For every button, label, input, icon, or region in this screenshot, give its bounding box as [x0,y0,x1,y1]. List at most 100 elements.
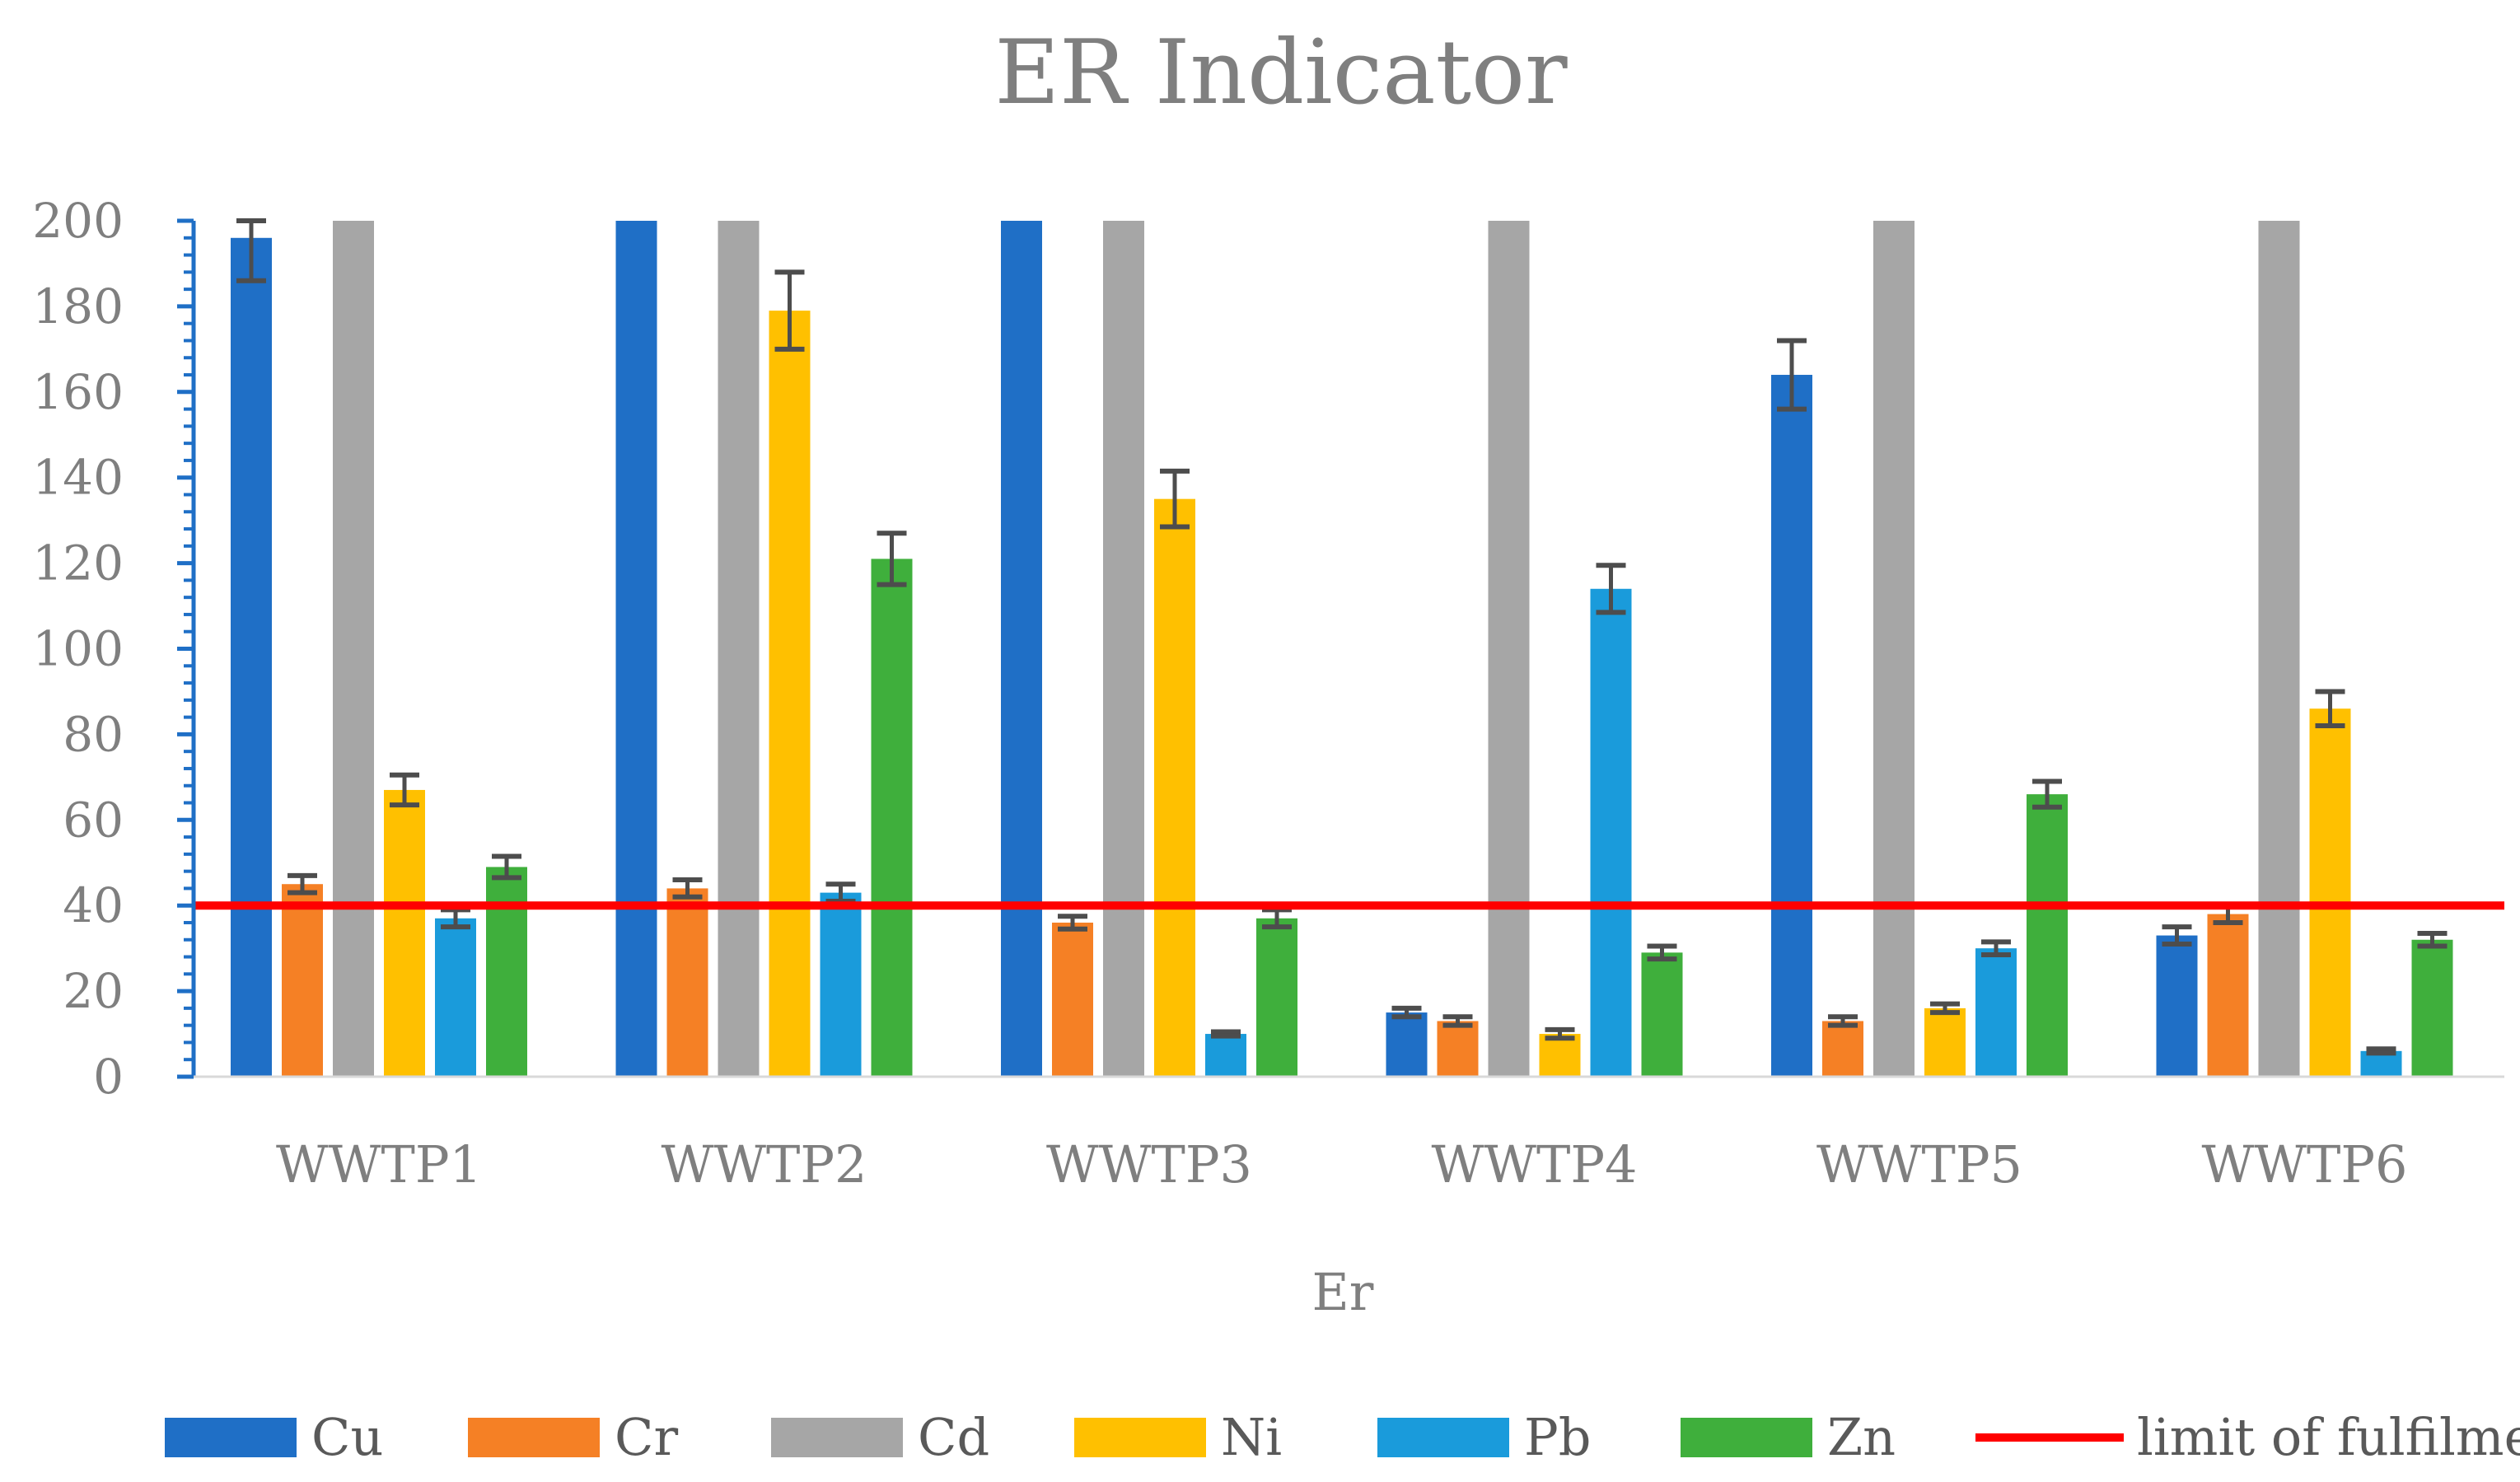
bar-cu-wwtp4 [1386,1012,1428,1077]
bar-ni-wwtp5 [1924,1007,1966,1077]
error-bar-cr-wwtp2 [672,877,703,900]
bar-cr-wwtp3 [1052,922,1093,1077]
error-bar-cr-wwtp1 [288,872,317,895]
legend: Cu Cr Cd Ni Pb Zn limit of fulfilment [165,1407,2520,1467]
chart-title: ER Indicator [994,21,1568,124]
error-bar-cu-wwtp4 [1391,1005,1422,1020]
error-bar-cr-wwtp3 [1058,914,1087,932]
y-tick-label: 120 [32,535,124,591]
legend-label: Cd [918,1407,989,1467]
legend-swatch [165,1418,297,1457]
error-bar-pb-wwtp4 [1596,563,1626,615]
error-bar-ni-wwtp1 [390,772,419,808]
error-bar-cu-wwtp1 [236,218,266,283]
error-bars-layer [236,218,2448,1056]
bar-cd-wwtp1 [333,221,374,1077]
y-tick-label: 60 [63,792,124,848]
bar-zn-wwtp5 [2027,794,2068,1077]
bar-zn-wwtp2 [871,559,913,1077]
x-tick-label: WWTP1 [276,1134,482,1194]
y-tick-label: 200 [32,193,124,249]
x-axis-label: Er [1312,1262,1374,1322]
legend-item-cd: Cd [771,1407,989,1467]
legend-label: Ni [1221,1407,1282,1467]
bar-pb-wwtp2 [820,892,862,1077]
error-bar-ni-wwtp5 [1930,1001,1960,1016]
y-tick-label: 20 [63,963,124,1019]
bar-ni-wwtp6 [2309,708,2351,1077]
bar-cd-wwtp4 [1488,221,1530,1077]
error-bar-zn-wwtp3 [1262,907,1292,930]
error-bar-cu-wwtp5 [1777,338,1807,412]
error-bar-zn-wwtp5 [2032,778,2062,810]
y-tick-label: 0 [93,1049,124,1105]
error-bar-zn-wwtp2 [877,531,907,587]
bar-pb-wwtp1 [435,918,476,1077]
error-bar-ni-wwtp4 [1545,1026,1575,1041]
bar-ni-wwtp3 [1154,498,1195,1077]
error-bar-pb-wwtp5 [1981,939,2011,957]
bar-cu-wwtp1 [231,237,272,1077]
x-axis: WWTP1 WWTP2 WWTP3 WWTP4 WWTP5 WWTP6 [194,1075,2504,1194]
legend-swatch [1074,1418,1206,1457]
legend-item-limit-of-fulfilment: limit of fulfilment [1975,1407,2520,1467]
error-bar-pb-wwtp3 [1211,1029,1241,1039]
bar-cu-wwtp3 [1001,221,1042,1077]
error-bar-ni-wwtp6 [2315,689,2345,729]
bar-cr-wwtp5 [1822,1021,1863,1077]
bar-pb-wwtp5 [1975,948,2017,1077]
y-tick-label: 40 [63,877,124,933]
error-bar-cr-wwtp5 [1828,1014,1858,1028]
error-bar-pb-wwtp1 [441,907,470,930]
x-tick-label: WWTP4 [1432,1134,1638,1194]
bar-cr-wwtp1 [282,884,323,1077]
bar-cr-wwtp2 [666,888,708,1077]
bar-zn-wwtp4 [1641,952,1683,1077]
bar-ni-wwtp1 [384,789,425,1077]
legend-item-zn: Zn [1681,1407,1896,1467]
bar-cu-wwtp2 [615,221,657,1077]
error-bar-cu-wwtp6 [2162,924,2192,947]
error-bar-pb-wwtp6 [2366,1046,2396,1056]
error-bar-ni-wwtp3 [1160,468,1190,530]
bar-ni-wwtp4 [1539,1034,1581,1077]
error-bar-cr-wwtp4 [1442,1014,1473,1028]
legend-label: Pb [1524,1407,1591,1467]
bar-cd-wwtp3 [1103,221,1144,1077]
y-tick-label: 160 [32,364,124,420]
bar-cd-wwtp2 [718,221,760,1077]
bar-pb-wwtp3 [1205,1034,1246,1077]
error-bar-zn-wwtp4 [1647,943,1677,962]
legend-swatch [1377,1418,1509,1457]
legend-swatch [1681,1418,1812,1457]
y-tick-label: 180 [32,278,124,334]
legend-item-cu: Cu [165,1407,383,1467]
bar-cr-wwtp4 [1437,1021,1479,1077]
legend-label: limit of fulfilment [2137,1407,2520,1467]
bar-cr-wwtp6 [2207,914,2249,1077]
error-bar-pb-wwtp2 [825,881,856,905]
error-bar-zn-wwtp1 [492,853,521,881]
x-tick-label: WWTP3 [1046,1134,1252,1194]
legend-item-ni: Ni [1074,1407,1282,1467]
bar-zn-wwtp1 [486,867,527,1077]
legend-item-pb: Pb [1377,1407,1591,1467]
x-tick-label: WWTP5 [1816,1134,2022,1194]
bar-cu-wwtp6 [2156,935,2198,1077]
legend-label: Cr [615,1407,678,1467]
legend-swatch [468,1418,600,1457]
y-axis: 0 20 40 60 80 100 120 140 160 180 200 [32,193,196,1105]
bar-cd-wwtp6 [2258,221,2300,1077]
x-tick-label: WWTP2 [662,1134,867,1194]
error-bar-ni-wwtp2 [774,269,805,352]
bar-zn-wwtp6 [2411,939,2453,1077]
y-tick-label: 80 [63,706,124,762]
y-tick-label: 140 [32,450,124,506]
bar-pb-wwtp4 [1590,588,1632,1077]
bars-layer [231,221,2453,1078]
bar-ni-wwtp2 [769,311,811,1078]
error-bar-zn-wwtp6 [2417,930,2448,949]
legend-label: Cu [311,1407,383,1467]
